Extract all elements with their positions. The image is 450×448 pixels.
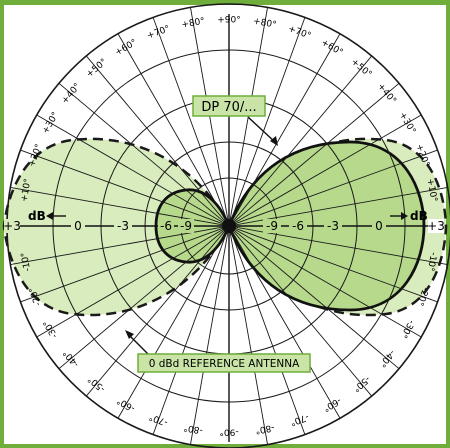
angle-label: +80° <box>181 17 206 31</box>
scale-label-right-0: 0 <box>375 219 383 233</box>
scale-label-bg-right-4 <box>263 219 281 233</box>
angle-label: +10° <box>20 178 34 203</box>
scale-label-bg-right-1 <box>372 219 386 233</box>
angle-label: +90° <box>217 16 241 26</box>
radial-scale-left: +3 0 -3 -6 -9 <box>3 219 194 233</box>
scale-label-bg-left-2 <box>114 219 132 233</box>
db-arrow-left-head <box>46 212 53 220</box>
model-callout-leader <box>247 116 277 144</box>
reference-label: 0 dBd REFERENCE ANTENNA <box>149 358 300 370</box>
scale-label-bg-left-3 <box>158 219 174 233</box>
scale-label-left-minus3: -3 <box>117 219 129 233</box>
scale-label-bg-left-0 <box>4 219 20 233</box>
model-label-box <box>192 95 266 117</box>
angle-label: -80° <box>183 422 204 435</box>
db-label-right: dB <box>410 209 428 223</box>
scale-label-right-plus3: +3 <box>427 219 445 233</box>
frame-top-band <box>0 0 450 5</box>
radial-scale-right: +3 0 -3 -6 -9 <box>263 219 445 233</box>
scale-label-bg-right-3 <box>289 219 307 233</box>
reference-callout-arrowhead <box>125 330 134 339</box>
db-arrow-right-head <box>401 212 408 220</box>
scale-label-left-minus9: -9 <box>180 219 192 233</box>
scale-label-bg-left-1 <box>71 219 85 233</box>
center-point <box>222 219 236 233</box>
scale-label-right-minus6: -6 <box>292 219 304 233</box>
model-label: DP 70/... <box>201 100 256 115</box>
angle-label: -90° <box>219 427 238 437</box>
db-arrow-right: dB <box>390 209 428 223</box>
db-label-left: dB <box>28 209 46 223</box>
scale-label-bg-right-2 <box>324 219 342 233</box>
angle-label: -10° <box>425 251 438 272</box>
reference-callout: 0 dBd REFERENCE ANTENNA <box>125 330 311 373</box>
angle-label: +80° <box>252 17 277 31</box>
model-callout-arrowhead <box>270 136 278 146</box>
scale-label-right-minus3: -3 <box>327 219 339 233</box>
scale-label-left-minus6: -6 <box>160 219 172 233</box>
reference-callout-leader <box>127 333 151 357</box>
scale-label-left-plus3: +3 <box>3 219 21 233</box>
angle-label: +10° <box>424 178 438 203</box>
scale-label-bg-left-4 <box>178 219 194 233</box>
scale-label-bg-right-0 <box>428 219 444 233</box>
model-callout: DP 70/... <box>192 95 278 146</box>
angle-label: -10° <box>20 251 33 272</box>
scale-label-right-minus9: -9 <box>266 219 278 233</box>
reference-label-box <box>137 353 311 373</box>
angle-label: -80° <box>254 422 275 435</box>
db-arrow-left: dB <box>28 209 66 223</box>
scale-label-left-0: 0 <box>74 219 82 233</box>
